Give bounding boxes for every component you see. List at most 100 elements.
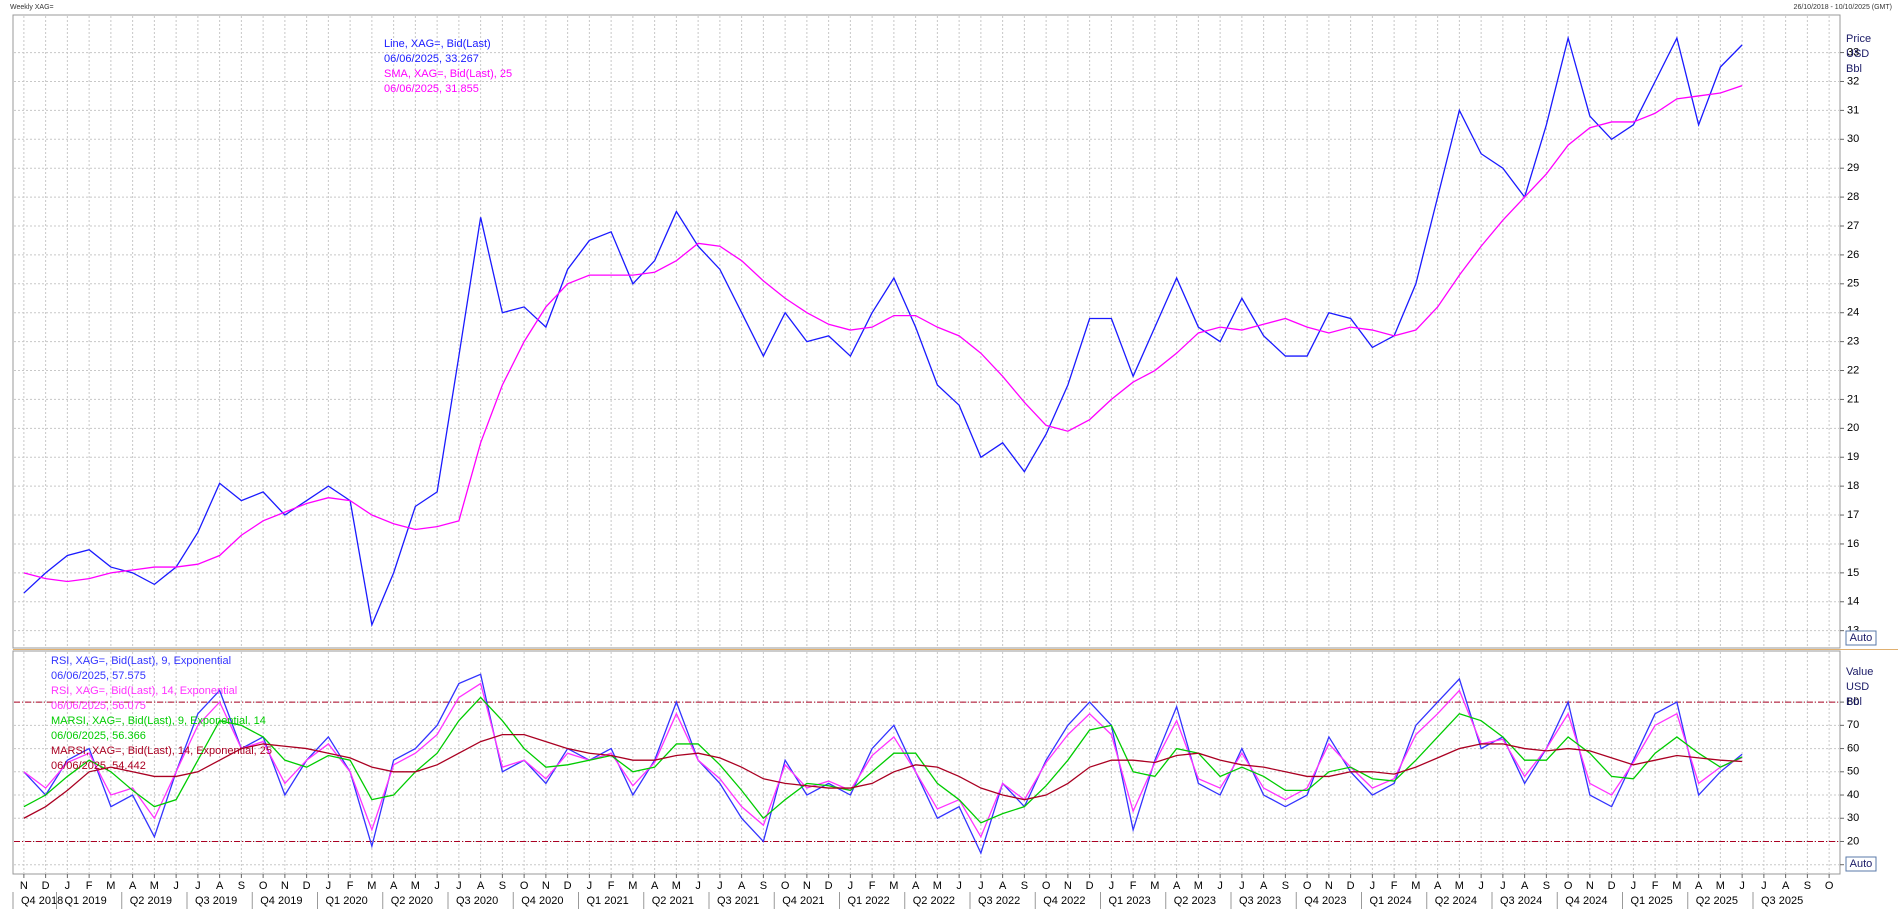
x-tick-label: M: [150, 880, 159, 892]
y-tick-label: 16: [1847, 538, 1859, 550]
quarter-label: Q2 2024: [1435, 895, 1477, 907]
axis-label: USD: [1846, 48, 1869, 60]
x-tick-label: J: [1239, 880, 1245, 892]
x-tick-label: J: [1109, 880, 1115, 892]
x-tick-label: N: [1325, 880, 1333, 892]
x-tick-label: S: [238, 880, 245, 892]
quarter-label: Q1 2021: [587, 895, 629, 907]
quarter-label: Q3 2024: [1500, 895, 1542, 907]
x-tick-label: M: [933, 880, 942, 892]
y-tick-label: 50: [1847, 766, 1859, 778]
x-tick-label: A: [738, 880, 746, 892]
quarter-label: Q2 2023: [1174, 895, 1216, 907]
legend-last-value: 06/06/2025, 54.442: [51, 760, 146, 772]
x-tick-label: J: [326, 880, 332, 892]
y-tick-label: 20: [1847, 835, 1859, 847]
y-tick-label: 60: [1847, 742, 1859, 754]
axis-label: Bbl: [1846, 63, 1862, 75]
x-tick-label: N: [1064, 880, 1072, 892]
x-tick-label: M: [628, 880, 637, 892]
x-tick-label: D: [1347, 880, 1355, 892]
y-tick-label: 29: [1847, 162, 1859, 174]
x-tick-label: A: [912, 880, 920, 892]
x-tick-label: D: [564, 880, 572, 892]
y-tick-label: 23: [1847, 336, 1859, 348]
quarter-label: Q4 2020: [521, 895, 563, 907]
x-tick-label: F: [869, 880, 876, 892]
y-tick-label: 19: [1847, 451, 1859, 463]
quarter-label: Q4 2021: [782, 895, 824, 907]
series-line: [23, 733, 1743, 819]
x-tick-label: N: [1586, 880, 1594, 892]
x-tick-label: O: [1303, 880, 1312, 892]
x-tick-label: O: [1564, 880, 1573, 892]
quarter-label: Q1 2022: [848, 895, 890, 907]
y-tick-label: 14: [1847, 596, 1859, 608]
y-tick-label: 28: [1847, 191, 1859, 203]
quarter-label: Q2 2025: [1696, 895, 1738, 907]
quarter-label: Q4 2024: [1565, 895, 1607, 907]
legend-last-value: 06/06/2025, 33.267: [384, 53, 479, 65]
x-tick-label: J: [1370, 880, 1376, 892]
legend-last-value: 06/06/2025, 31.855: [384, 83, 479, 95]
quarter-label: Q3 2020: [456, 895, 498, 907]
y-tick-label: 18: [1847, 480, 1859, 492]
quarter-label: Q3 2022: [978, 895, 1020, 907]
auto-button-label[interactable]: Auto: [1850, 632, 1873, 644]
legend-last-value: 06/06/2025, 56.075: [51, 700, 146, 712]
axis-label: Value: [1846, 666, 1873, 678]
x-tick-label: D: [1086, 880, 1094, 892]
y-tick-label: 40: [1847, 789, 1859, 801]
x-tick-label: S: [499, 880, 506, 892]
x-tick-label: F: [1391, 880, 1398, 892]
x-tick-label: A: [216, 880, 224, 892]
x-tick-label: O: [1825, 880, 1834, 892]
series-line: [23, 682, 1743, 839]
x-tick-label: J: [1478, 880, 1484, 892]
x-tick-label: A: [1260, 880, 1268, 892]
quarter-label: Q4 2023: [1304, 895, 1346, 907]
x-tick-label: J: [978, 880, 984, 892]
x-tick-label: M: [411, 880, 420, 892]
legend-last-value: 06/06/2025, 56.366: [51, 730, 146, 742]
x-tick-label: S: [1804, 880, 1811, 892]
quarter-label: Q3 2021: [717, 895, 759, 907]
quarter-label: Q2 2020: [391, 895, 433, 907]
y-tick-label: 25: [1847, 278, 1859, 290]
x-tick-label: O: [1042, 880, 1051, 892]
auto-button[interactable]: [1845, 856, 1877, 872]
quarter-label: Q2 2021: [652, 895, 694, 907]
x-tick-label: F: [1130, 880, 1137, 892]
x-tick-label: J: [848, 880, 854, 892]
legend-entry: RSI, XAG=, Bid(Last), 14, Exponential: [51, 685, 237, 697]
x-tick-label: M: [1672, 880, 1681, 892]
legend-entry: SMA, XAG=, Bid(Last), 25: [384, 68, 512, 80]
y-tick-label: 20: [1847, 422, 1859, 434]
legend-last-value: 06/06/2025, 57.575: [51, 670, 146, 682]
x-tick-label: O: [259, 880, 268, 892]
x-tick-label: M: [1150, 880, 1159, 892]
x-tick-label: F: [1652, 880, 1659, 892]
y-tick-label: 30: [1847, 812, 1859, 824]
quarter-label: Q3 2023: [1239, 895, 1281, 907]
x-tick-label: O: [781, 880, 790, 892]
x-tick-label: J: [434, 880, 440, 892]
rsi-panel-frame: [12, 650, 1841, 875]
x-tick-label: S: [1021, 880, 1028, 892]
x-tick-label: N: [542, 880, 550, 892]
x-tick-label: M: [1716, 880, 1725, 892]
x-tick-label: D: [42, 880, 50, 892]
y-tick-label: 70: [1847, 719, 1859, 731]
legend-entry: MARSI, XAG=, Bid(Last), 9, Exponential, …: [51, 715, 266, 727]
x-tick-label: D: [825, 880, 833, 892]
auto-button[interactable]: [1845, 630, 1877, 646]
legend-entry: Line, XAG=, Bid(Last): [384, 38, 491, 50]
x-tick-label: J: [1217, 880, 1223, 892]
x-tick-label: S: [1543, 880, 1550, 892]
legend-entry: RSI, XAG=, Bid(Last), 9, Exponential: [51, 655, 231, 667]
x-tick-label: A: [651, 880, 659, 892]
auto-button-label[interactable]: Auto: [1850, 858, 1873, 870]
x-tick-label: S: [760, 880, 767, 892]
y-tick-label: 80: [1847, 696, 1859, 708]
quarter-label: Q2 2019: [130, 895, 172, 907]
